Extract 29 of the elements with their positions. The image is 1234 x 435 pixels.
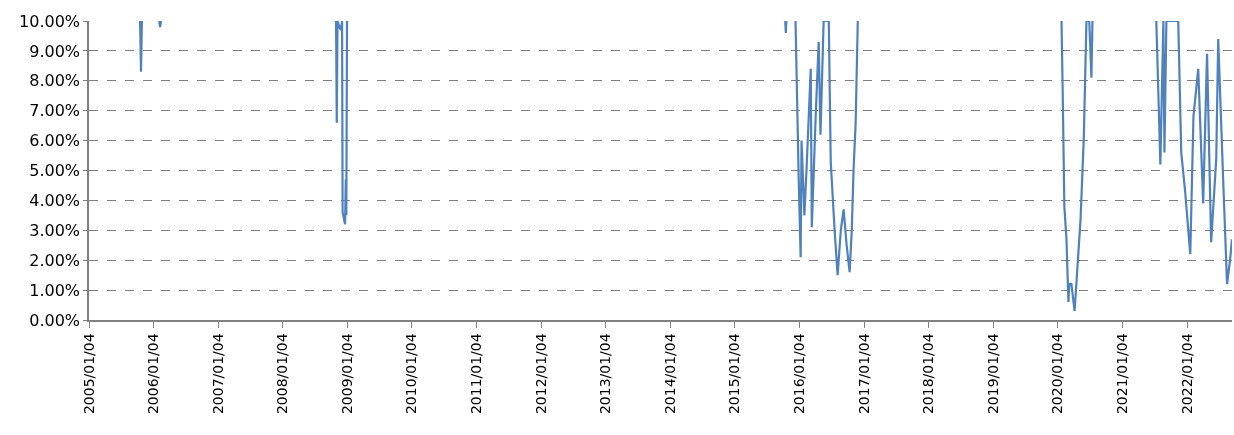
x-tick-label: 2018/01/04 — [920, 333, 937, 415]
x-tick-label: 2017/01/04 — [855, 333, 872, 415]
y-tick-label: 9.00% — [29, 41, 81, 61]
x-tick-label: 2007/01/04 — [209, 333, 226, 415]
y-tick-label: 6.00% — [29, 131, 81, 151]
x-tick-label: 2021/01/04 — [1114, 333, 1131, 415]
x-tick-label: 2020/01/04 — [1049, 333, 1066, 415]
y-tick-label: 4.00% — [29, 191, 81, 210]
x-tick-label: 2014/01/04 — [661, 333, 678, 415]
y-tick-label: 10.00% — [19, 11, 81, 31]
x-tick-label: 2011/01/04 — [468, 333, 485, 415]
x-tick-label: 2016/01/04 — [790, 333, 807, 415]
y-tick-label: 8.00% — [29, 71, 81, 91]
x-tick-label: 2013/01/04 — [597, 333, 614, 415]
y-tick-label: 2.00% — [29, 250, 81, 270]
y-tick-label: 0.00% — [29, 310, 81, 330]
y-tick-label: 1.00% — [29, 280, 81, 300]
x-tick-label: 2012/01/04 — [532, 333, 549, 415]
x-tick-label: 2005/01/04 — [80, 333, 97, 415]
x-tick-label: 2009/01/04 — [338, 333, 355, 415]
y-tick-label: 7.00% — [29, 101, 81, 121]
x-tick-label: 2010/01/04 — [403, 333, 420, 415]
y-tick-label: 5.00% — [29, 161, 81, 181]
x-tick-label: 2006/01/04 — [145, 333, 162, 415]
y-tick-label: 3.00% — [29, 220, 81, 240]
x-tick-label: 2008/01/04 — [274, 333, 291, 415]
x-tick-label: 2015/01/04 — [726, 333, 743, 415]
x-tick-label: 2022/01/04 — [1178, 333, 1195, 415]
x-tick-label: 2019/01/04 — [984, 333, 1001, 415]
